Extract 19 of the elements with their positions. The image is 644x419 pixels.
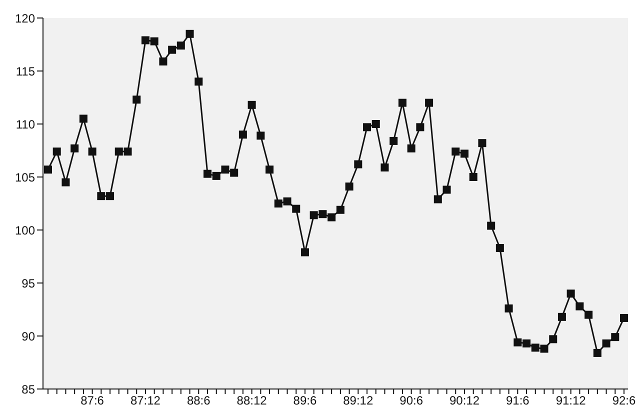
y-tick-label: 120 — [14, 11, 36, 26]
x-tick-label: 88:12 — [236, 394, 268, 408]
x-tick-label: 90:6 — [400, 394, 424, 408]
y-tick-label: 115 — [16, 64, 36, 78]
x-tick-label: 89:6 — [293, 394, 317, 408]
x-tick-label: 90:12 — [449, 394, 480, 408]
y-tick-label: 95 — [22, 276, 36, 290]
x-tick-label: 87:6 — [80, 394, 104, 408]
x-tick-label: 92:6 — [612, 394, 636, 408]
y-tick-label: 90 — [22, 329, 36, 344]
x-tick-label: 87:12 — [130, 394, 161, 408]
x-tick-label: 91:12 — [556, 394, 586, 408]
y-tick-label: 85 — [22, 382, 36, 396]
y-tick-label: 110 — [16, 117, 36, 132]
x-tick-label: 89:12 — [343, 394, 374, 408]
y-tick-label: 105 — [14, 170, 36, 184]
x-tick-label: 88:6 — [186, 394, 211, 408]
y-tick-label: 100 — [14, 223, 36, 238]
x-tick-label: 91:6 — [506, 394, 530, 408]
